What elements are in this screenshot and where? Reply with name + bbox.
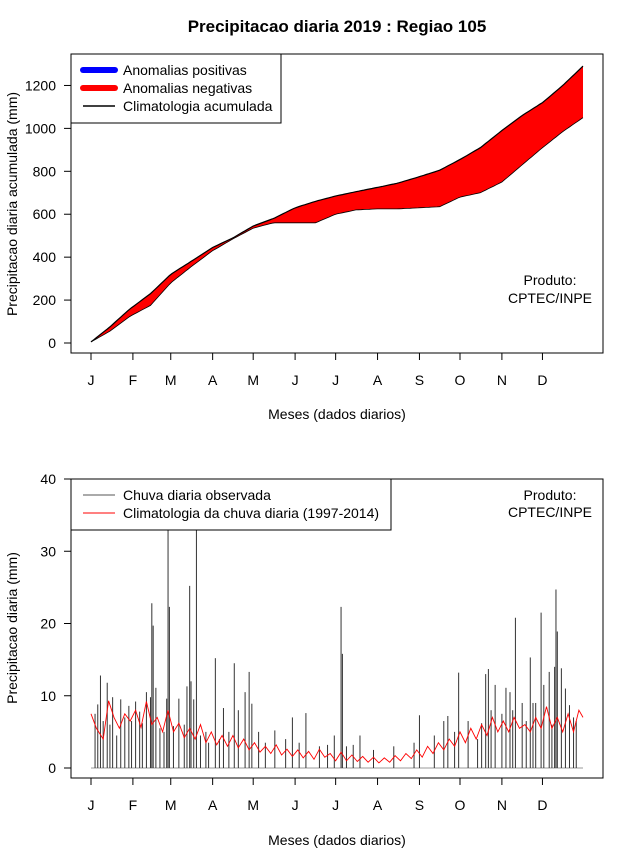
y-tick-label: 200: [33, 292, 57, 308]
legend-box: [70, 478, 392, 531]
legend-label-positive: Anomalias positivas: [123, 62, 247, 78]
x-tick-label: A: [208, 372, 218, 388]
observed-bars: [94, 529, 577, 768]
x-tick-label: J: [88, 797, 95, 813]
y-axis-label: Precipitacao diaria (mm): [4, 552, 20, 704]
legend: Chuva diaria observada Climatologia da c…: [70, 478, 392, 531]
legend: Anomalias positivas Anomalias negativas …: [70, 53, 282, 124]
x-tick-label: J: [292, 797, 299, 813]
legend-label-observed: Chuva diaria observada: [123, 487, 271, 503]
y-tick-label: 0: [48, 760, 56, 776]
anomaly-areas: [91, 66, 583, 342]
cumulative-chart: 0 200 400 600 800 1000 1200 J F M A M J J A S O N D Preci…: [4, 53, 604, 422]
legend-label-climatology: Climatologia da chuva diaria (1997-2014): [123, 505, 379, 521]
x-tick-label: J: [332, 797, 339, 813]
x-tick-label: O: [455, 372, 466, 388]
x-tick-label: D: [537, 372, 547, 388]
y-tick-label: 40: [40, 471, 56, 487]
y-tick-label: 30: [40, 543, 56, 559]
x-tick-label: N: [497, 372, 507, 388]
x-tick-label: M: [165, 372, 177, 388]
x-tick-label: D: [537, 797, 547, 813]
y-tick-label: 20: [40, 616, 56, 632]
x-tick-label: F: [129, 372, 138, 388]
x-tick-label: M: [247, 797, 259, 813]
x-tick-label: F: [129, 797, 138, 813]
x-tick-label: M: [247, 372, 259, 388]
x-axis-label: Meses (dados diarios): [268, 832, 406, 848]
daily-chart: 0 10 20 30 40 J F M A M J J A S O N D Precipitacao diar…: [4, 471, 604, 848]
y-tick-label: 600: [33, 206, 57, 222]
legend-label-negative: Anomalias negativas: [123, 80, 252, 96]
credit-line-2: CPTEC/INPE: [508, 290, 592, 306]
x-tick-label: O: [455, 797, 466, 813]
x-tick-label: A: [208, 797, 218, 813]
y-tick-label: 10: [40, 688, 56, 704]
x-tick-label: J: [88, 372, 95, 388]
x-tick-label: A: [373, 372, 383, 388]
x-tick-label: S: [415, 797, 424, 813]
x-tick-label: A: [373, 797, 383, 813]
climatology-series: [90, 700, 584, 764]
x-axis-label: Meses (dados diarios): [268, 406, 406, 422]
credit-line-2: CPTEC/INPE: [508, 504, 592, 520]
observed-cumulative-line: [90, 117, 584, 343]
x-tick-label: J: [292, 372, 299, 388]
y-tick-label: 800: [33, 163, 57, 179]
y-tick-label: 0: [48, 335, 56, 351]
negative-anomaly-area: [91, 66, 583, 342]
y-axis: 0 10 20 30 40: [40, 471, 72, 776]
y-tick-label: 1200: [25, 77, 56, 93]
x-tick-label: S: [415, 372, 424, 388]
y-tick-label: 1000: [25, 120, 56, 136]
cumulative-lines: [90, 65, 584, 343]
y-axis: 0 200 400 600 800 1000 1200: [25, 77, 72, 351]
x-tick-label: J: [332, 372, 339, 388]
climatology-daily-line: [90, 700, 584, 764]
credit-line-1: Produto:: [524, 487, 577, 503]
y-tick-label: 400: [33, 249, 57, 265]
climatology-cumulative-line: [90, 65, 584, 343]
legend-label-climatology: Climatologia acumulada: [123, 98, 273, 114]
y-axis-label: Precipitacao diaria acumulada (mm): [4, 92, 20, 316]
x-tick-label: M: [165, 797, 177, 813]
chart-title: Precipitacao diaria 2019 : Regiao 105: [188, 17, 487, 36]
credit-line-1: Produto:: [524, 272, 577, 288]
x-tick-label: N: [497, 797, 507, 813]
